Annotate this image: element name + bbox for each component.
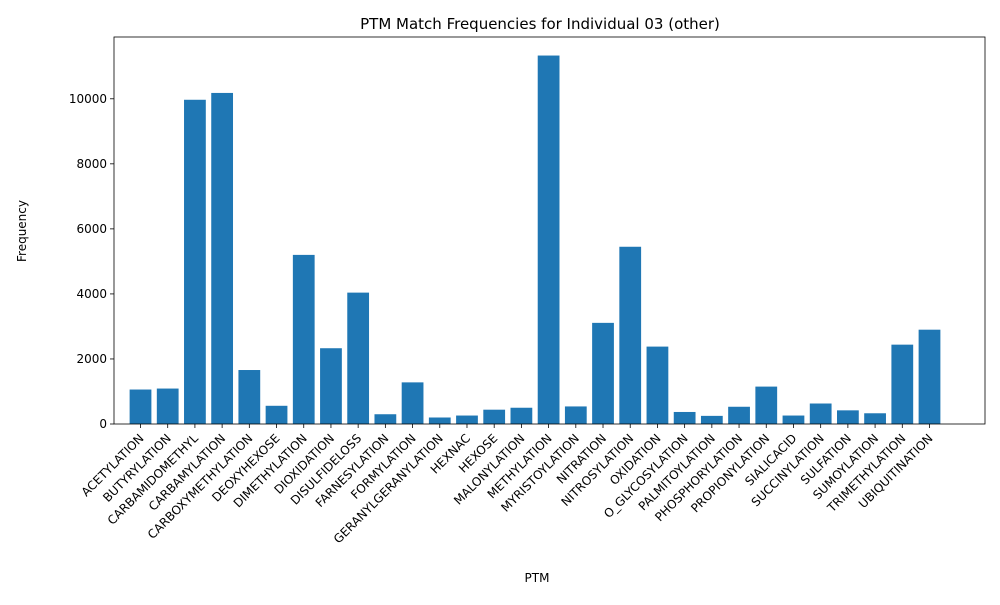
y-axis: 0 2000 4000 6000 8000 10000 — [69, 92, 114, 431]
bar-phosphorylation — [728, 406, 750, 424]
bar-o-glycosylation — [673, 411, 696, 424]
bar-nitrosylation — [619, 246, 642, 424]
bar-sulfation — [837, 410, 859, 424]
bar-myristoylation — [564, 406, 587, 424]
bar-oxidation — [646, 346, 669, 424]
bar-geranylgeranylation — [428, 417, 451, 424]
bar-dioxidation — [320, 348, 342, 424]
bar-acetylation — [129, 389, 152, 424]
y-tick-label: 0 — [99, 417, 107, 431]
y-tick-label: 8000 — [76, 157, 107, 171]
bar-palmitoylation — [700, 415, 723, 424]
y-tick-label: 6000 — [76, 222, 107, 236]
bar-deoxyhexose — [265, 405, 288, 424]
bar-succinylation — [809, 403, 832, 424]
bar-trimethylation — [891, 344, 914, 424]
y-tick-label: 4000 — [76, 287, 107, 301]
chart-title: PTM Match Frequencies for Individual 03 … — [360, 15, 720, 33]
bar-ubiquitination — [918, 329, 941, 424]
bar-malonylation — [510, 407, 533, 424]
bar-propionylation — [755, 386, 778, 424]
bar-nitration — [592, 322, 614, 424]
plot-frame — [113, 36, 986, 425]
x-axis: ACETYLATIONBUTYRYLATIONCARBAMIDOMETHYLCA… — [79, 424, 936, 546]
bar-carbamylation — [211, 92, 234, 424]
bars-group — [129, 55, 941, 425]
bar-butyrylation — [156, 388, 179, 424]
bar-hexose — [483, 409, 506, 424]
bar-formylation — [401, 382, 424, 424]
bar-sumoylation — [864, 413, 886, 424]
bar-sialicacid — [782, 415, 805, 424]
bar-carboxymethylation — [238, 370, 261, 424]
y-tick-label: 10000 — [69, 92, 107, 106]
bar-carbamidomethyl — [184, 99, 206, 425]
bar-hexnac — [456, 415, 478, 424]
bar-methylation — [537, 55, 560, 424]
y-tick-label: 2000 — [76, 352, 107, 366]
bar-farnesylation — [374, 414, 397, 424]
x-axis-label: PTM — [525, 571, 550, 585]
bar-disulfideloss — [347, 292, 370, 424]
y-axis-label: Frequency — [15, 200, 29, 262]
bar-dimethylation — [292, 254, 315, 424]
